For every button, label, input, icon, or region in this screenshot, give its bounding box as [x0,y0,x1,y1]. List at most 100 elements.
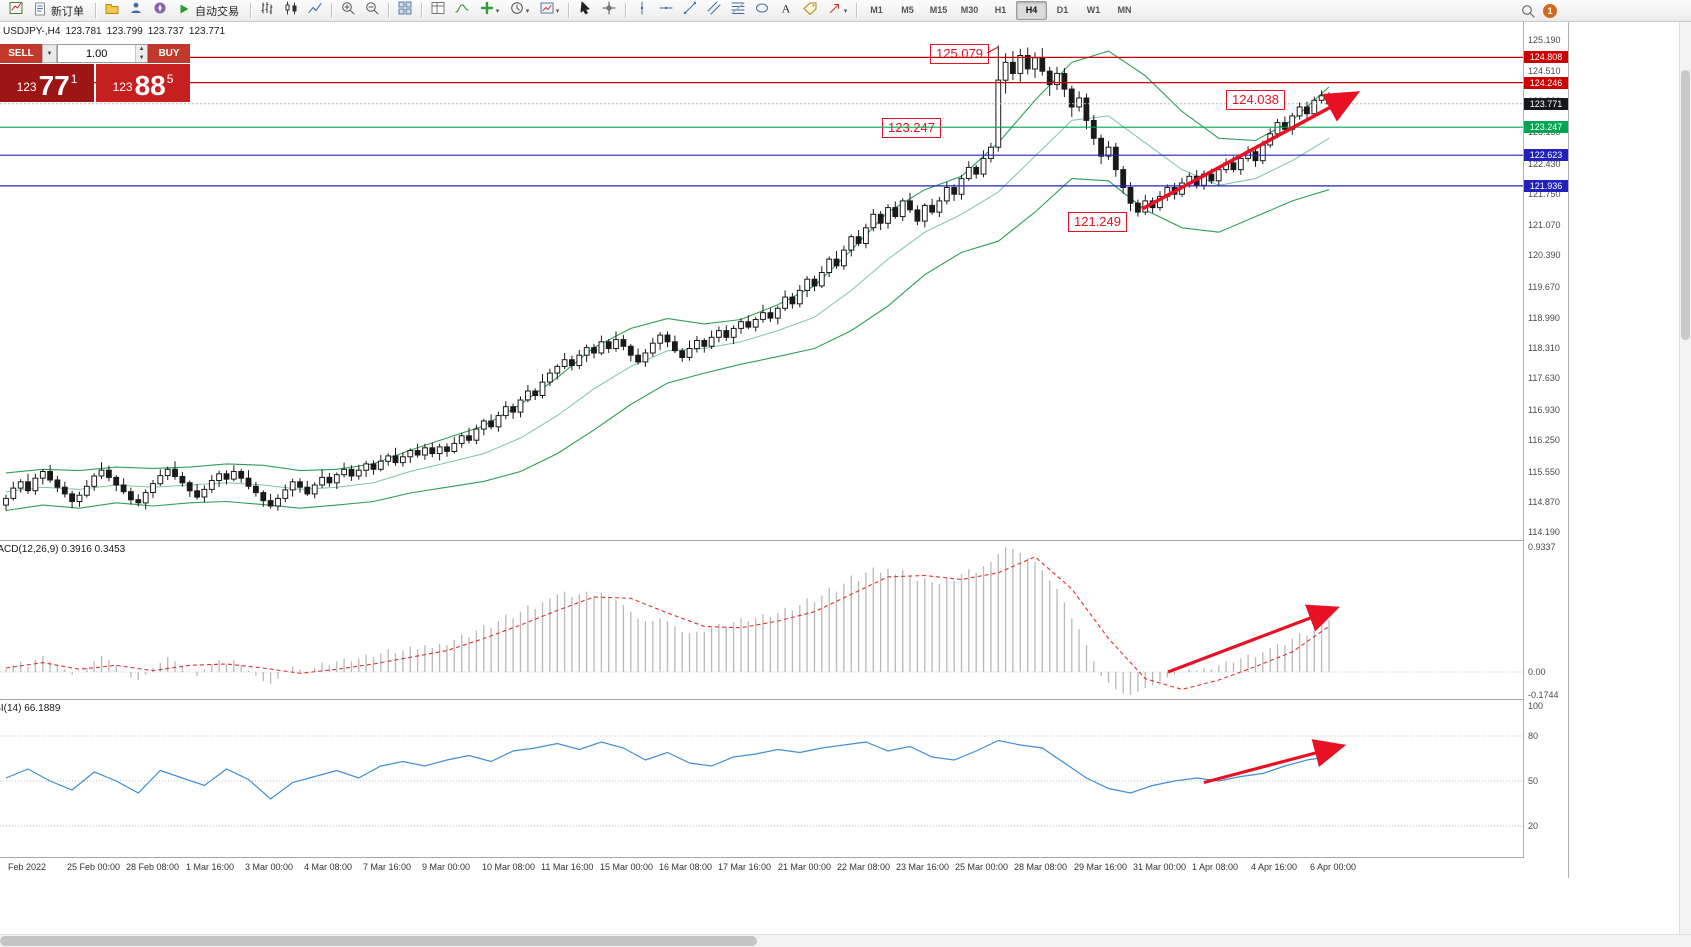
templates-icon [539,0,555,21]
vertical-scrollbar-thumb[interactable] [1681,70,1690,340]
fibonacci-icon [730,0,746,21]
time-axis[interactable]: Feb 2022 25 Feb 00:00 28 Feb 08:00 1 Mar 16… [0,858,1568,878]
price-callout[interactable]: 121.249 [1068,212,1127,232]
toolbar-separator [856,3,857,18]
macd-axis-value: -0.1744 [1528,690,1559,700]
horizontal-scrollbar-thumb[interactable] [0,936,757,946]
sell-price-big: 77 [38,70,70,102]
sell-price-button[interactable]: 123 77 1 [0,64,94,102]
volume-down-button[interactable]: ▼ [138,55,145,61]
bar-chart-button[interactable] [255,0,279,22]
trendline-button[interactable] [678,0,702,22]
timeframe-mn-button[interactable]: MN [1117,5,1132,15]
profiles-icon [104,0,120,21]
macd-panel[interactable]: MACD(12,26,9) 0.3916 0.3453 [0,541,1523,699]
horizontal-scrollbar[interactable] [0,934,1691,947]
add-indicator-icon [479,0,495,21]
timeframe-m5-button[interactable]: M5 [901,5,914,15]
timeframe-h4-button[interactable]: H4 [1016,1,1047,20]
equidistant-channel-button[interactable] [702,0,726,22]
cursor-button[interactable] [573,0,597,22]
svg-text:A: A [782,2,791,16]
time-tick: 3 Mar 00:00 [245,862,294,872]
main-chart-panel[interactable]: 125.079 124.038 123.247 121.249 USDJPY-,H4 1… [0,22,1523,540]
zoom-in-button[interactable] [336,0,360,22]
price-axis[interactable]: 125.190124.510123.830123.150122.430121.7… [1523,22,1568,858]
price-tick: 118.990 [1528,313,1560,323]
zoom-out-button[interactable] [360,0,384,22]
toolbar-separator [625,3,626,18]
timeframe-m1-button[interactable]: M1 [870,5,883,15]
toolbar-separator [250,3,251,18]
profiles-button[interactable] [100,0,124,22]
rsi-canvas [0,735,1523,827]
chart-info: USDJPY-,H4 123.781 123.799 123.737 123.771 [3,26,230,37]
price-tick: 120.390 [1528,250,1561,260]
price-callout[interactable]: 125.079 [930,44,989,64]
shapes-button[interactable] [750,0,774,22]
notification-badge[interactable]: 1 [1543,4,1557,18]
bar-chart-icon [259,0,275,21]
price-callout[interactable]: 123.247 [882,118,941,138]
sell-price-small: 123 [16,80,37,94]
navigator-button[interactable] [148,0,172,22]
add-indicator-dropdown[interactable]: ▾ [474,0,504,22]
timeframe-d1-button[interactable]: D1 [1056,5,1069,15]
panel-separator[interactable] [0,540,1568,541]
timeframe-h1-button[interactable]: H1 [994,5,1007,15]
toolbar-separator [331,3,332,18]
buy-price-button[interactable]: 123 88 5 [96,64,190,102]
volume-input[interactable] [58,45,136,62]
data-window-button[interactable] [426,0,450,22]
indicators-list-button[interactable] [450,0,474,22]
volume-preset-dropdown[interactable]: ▼ [42,44,57,63]
price-tick: 114.870 [1528,497,1560,507]
time-tick: 6 Apr 00:00 [1310,862,1357,872]
time-tick: 11 Mar 16:00 [541,862,594,872]
navigator-icon [152,0,168,21]
tile-windows-icon [397,0,413,21]
crosshair-button[interactable] [597,0,621,22]
sell-button[interactable]: SELL [0,44,42,63]
line-chart-button[interactable] [303,0,327,22]
horizontal-line-button[interactable] [654,0,678,22]
price-tick: 115.550 [1528,467,1560,477]
timeframe-m15-button[interactable]: M15 [929,5,948,15]
buy-button[interactable]: BUY [148,44,190,63]
search-button[interactable] [1516,2,1540,24]
templates-dropdown[interactable]: ▾ [534,0,564,22]
play-icon [176,1,192,20]
arrows-dropdown[interactable]: ▾ [822,0,852,22]
toolbar-separator [421,3,422,18]
toolbar: 新订单 自动交易 ▾ ▾ ▾ A ▾ M1 M5 M15 M30 H1 H4 D1 W1 MN 1 [0,0,1691,22]
text-label-icon [802,0,818,21]
volume-up-button[interactable]: ▲ [138,46,145,52]
price-callout[interactable]: 124.038 [1226,90,1285,110]
text-button[interactable]: A [774,0,798,22]
timeframe-w1-button[interactable]: W1 [1086,5,1101,15]
autotrading-button[interactable]: 自动交易 [172,0,246,22]
candlestick-chart-button[interactable] [279,0,303,22]
time-tick: 28 Feb 08:00 [126,862,180,872]
new-chart-button[interactable] [4,0,28,22]
candlestick-chart-canvas[interactable] [0,22,1523,540]
price-level-badge: 123.247 [1524,121,1568,133]
time-tick: 25 Mar 00:00 [955,862,1009,872]
tile-windows-button[interactable] [393,0,417,22]
ohlc-high: 123.799 [106,26,143,37]
rsi-panel[interactable]: RSI(14) 66.1889 [0,700,1523,857]
price-tick: 119.670 [1528,282,1560,292]
fibonacci-button[interactable] [726,0,750,22]
price-tick: 116.250 [1528,435,1560,445]
vertical-line-button[interactable] [630,0,654,22]
text-label-button[interactable] [798,0,822,22]
panel-separator[interactable] [0,699,1568,700]
market-watch-button[interactable] [124,0,148,22]
toolbar-separator [568,3,569,18]
price-tick: 116.930 [1528,405,1560,415]
equidistant-channel-icon [706,0,722,21]
vertical-scrollbar[interactable] [1679,0,1691,934]
periods-dropdown[interactable]: ▾ [504,0,534,22]
new-order-button[interactable]: 新订单 [28,0,91,22]
timeframe-m30-button[interactable]: M30 [960,5,979,15]
